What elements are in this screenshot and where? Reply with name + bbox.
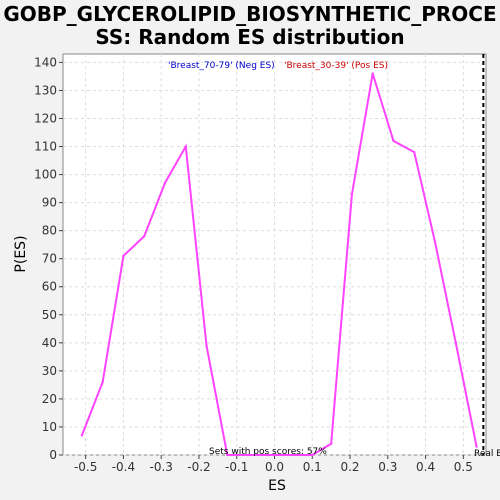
x-tick-label: -0.1 xyxy=(225,460,248,474)
y-tick-label: 60 xyxy=(42,280,57,294)
es-distribution-points xyxy=(80,72,478,457)
y-tick-label: 120 xyxy=(34,111,57,125)
es-point xyxy=(184,145,187,148)
y-tick-label: 30 xyxy=(42,364,57,378)
es-point xyxy=(454,341,457,345)
x-tick-label: -0.5 xyxy=(74,460,97,474)
y-tick-label: 70 xyxy=(42,252,57,266)
real-es-label: Real ES 0 xyxy=(474,449,500,459)
es-point xyxy=(246,453,250,457)
y-tick-label: 10 xyxy=(42,420,57,434)
x-tick-label: 0.4 xyxy=(416,460,435,474)
y-tick-label: 20 xyxy=(42,392,57,406)
es-point xyxy=(205,344,208,347)
x-tick-label: 0.0 xyxy=(265,460,284,474)
x-tick-label: 0.5 xyxy=(454,460,473,474)
x-tick-label: 0.3 xyxy=(378,460,397,474)
x-axis-label: ES xyxy=(268,478,286,494)
y-axis-label: P(ES) xyxy=(13,235,29,272)
y-tick-label: 50 xyxy=(42,308,57,322)
es-point xyxy=(273,453,276,457)
y-tick-label: 80 xyxy=(42,224,57,238)
sets-pos-scores-text: Sets with pos scores: 57% xyxy=(209,447,327,457)
x-tick-label: -0.2 xyxy=(187,460,210,474)
y-tick-label: 140 xyxy=(34,55,57,69)
x-axis-ticks: -0.5 -0.4 -0.3 -0.2 -0.1 0.0 0.1 0.2 0.3 0.4 0.5 xyxy=(74,455,473,474)
x-tick-label: -0.4 xyxy=(112,460,135,474)
y-tick-label: 100 xyxy=(34,168,57,182)
y-axis-ticks: 0 10 20 30 40 50 60 70 80 90 100 110 120 130 140 xyxy=(34,55,63,462)
es-point xyxy=(311,453,314,457)
es-point xyxy=(329,442,333,445)
es-point xyxy=(350,193,354,196)
es-point xyxy=(413,150,416,154)
es-point xyxy=(163,181,167,185)
es-point xyxy=(475,445,478,448)
y-tick-label: 110 xyxy=(34,140,57,154)
x-tick-label: 0.1 xyxy=(303,460,322,474)
es-point xyxy=(80,434,84,437)
y-tick-label: 90 xyxy=(42,196,57,210)
y-tick-label: 40 xyxy=(42,336,57,350)
grid-lines xyxy=(63,54,486,456)
es-point xyxy=(392,139,395,143)
es-point xyxy=(371,72,374,75)
es-point xyxy=(226,453,229,457)
es-point xyxy=(101,380,104,384)
y-tick-label: 0 xyxy=(49,448,57,462)
pos-es-label: 'Breast_30-39' (Pos ES) xyxy=(284,61,388,71)
chart-title-line1: GOBP_GLYCEROLIPID_BIOSYNTHETIC_PROCE xyxy=(3,2,496,26)
x-tick-label: 0.2 xyxy=(340,460,359,474)
es-point xyxy=(122,254,125,258)
es-point xyxy=(433,240,437,244)
x-tick-label: -0.3 xyxy=(149,460,172,474)
y-tick-label: 130 xyxy=(34,83,57,97)
chart-title-line2: SS: Random ES distribution xyxy=(95,25,404,49)
es-point xyxy=(143,235,146,238)
neg-es-label: 'Breast_70-79' (Neg ES) xyxy=(168,61,275,71)
